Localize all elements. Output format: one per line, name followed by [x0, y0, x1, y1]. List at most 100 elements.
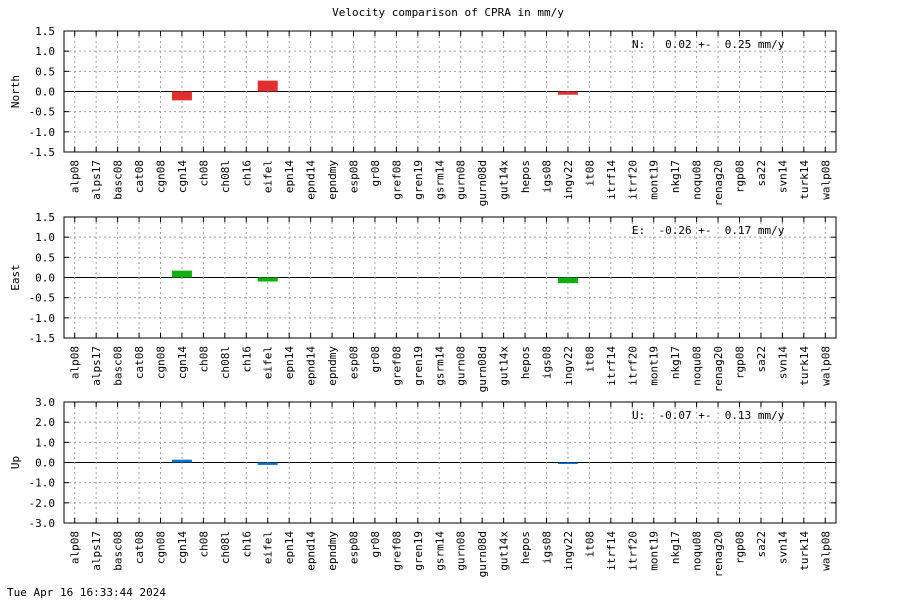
- y-tick-label: 2.0: [35, 416, 55, 429]
- x-tick-label-alp08: alp08: [69, 531, 82, 564]
- x-tick-label-ingv22: ingv22: [562, 160, 575, 200]
- x-tick-label-itrf20: itrf20: [626, 346, 639, 386]
- x-tick-label-cgn14: cgn14: [176, 346, 189, 379]
- x-tick-label-epnd14: epnd14: [305, 160, 318, 200]
- x-tick-label-esp08: esp08: [348, 531, 361, 564]
- y-tick-label: 0.5: [35, 251, 55, 264]
- x-tick-label-eifel: eifel: [262, 346, 275, 379]
- x-tick-label-renag20: renag20: [712, 346, 725, 392]
- x-tick-label-walp08: walp08: [819, 160, 832, 200]
- x-tick-label-gsrm14: gsrm14: [433, 346, 446, 386]
- x-tick-label-turk14: turk14: [798, 160, 811, 200]
- x-tick-label-gren19: gren19: [412, 160, 425, 200]
- x-tick-label-ch08l: ch08l: [219, 346, 232, 379]
- x-tick-label-nkg17: nkg17: [669, 160, 682, 193]
- bar-north-eifel: [257, 80, 278, 92]
- x-tick-label-epn14: epn14: [283, 531, 296, 564]
- plot-frame: [63, 401, 837, 524]
- x-tick-label-it08: it08: [583, 160, 596, 187]
- x-tick-label-renag20: renag20: [712, 160, 725, 206]
- x-tick-label-igs08: igs08: [541, 531, 554, 564]
- x-tick-label-gurn08d: gurn08d: [476, 160, 489, 206]
- y-tick-label: 0.0: [35, 86, 55, 99]
- x-tick-label-alp08: alp08: [69, 346, 82, 379]
- y-axis-label: East: [9, 264, 22, 291]
- x-tick-label-mont19: mont19: [648, 160, 661, 200]
- x-tick-label-gsrm14: gsrm14: [433, 531, 446, 571]
- x-tick-label-ingv22: ingv22: [562, 531, 575, 571]
- x-tick-label-hepos: hepos: [519, 160, 532, 193]
- y-tick-label: 1.0: [35, 45, 55, 58]
- x-tick-label-turk14: turk14: [798, 531, 811, 571]
- x-tick-label-sa22: sa22: [755, 346, 768, 373]
- y-tick-label: -1.5: [29, 332, 56, 345]
- x-tick-label-itrf14: itrf14: [605, 346, 618, 386]
- x-tick-label-epn14: epn14: [283, 346, 296, 379]
- bar-east-cgn14: [171, 270, 192, 278]
- x-tick-label-itrf14: itrf14: [605, 160, 618, 200]
- y-tick-label: 1.0: [35, 436, 55, 449]
- y-axis-label: Up: [9, 456, 22, 469]
- bar-up-cgn14: [171, 459, 192, 463]
- y-tick-label: 0.5: [35, 65, 55, 78]
- y-tick-label: 0.0: [35, 272, 55, 285]
- x-tick-label-gren19: gren19: [412, 531, 425, 571]
- summary-annotation: N: 0.02 +- 0.25 mm/y: [632, 38, 785, 51]
- x-tick-label-cgn14: cgn14: [176, 160, 189, 193]
- x-tick-label-rgp08: rgp08: [734, 346, 747, 379]
- x-tick-label-noqu08: noqu08: [691, 160, 704, 200]
- y-tick-label: -0.5: [29, 292, 56, 305]
- x-tick-label-gurn08d: gurn08d: [476, 346, 489, 392]
- y-tick-label: -2.0: [29, 497, 56, 510]
- x-tick-label-cgn08: cgn08: [155, 531, 168, 564]
- x-tick-label-cgn08: cgn08: [155, 346, 168, 379]
- x-tick-label-ch08l: ch08l: [219, 531, 232, 564]
- x-tick-label-gsrm14: gsrm14: [433, 160, 446, 200]
- x-tick-label-esp08: esp08: [348, 160, 361, 193]
- x-tick-label-gut14x: gut14x: [498, 346, 511, 386]
- plot-frame: [63, 30, 837, 153]
- x-tick-label-epndmy: epndmy: [326, 531, 339, 571]
- x-tick-label-walp08: walp08: [819, 531, 832, 571]
- x-tick-label-svn14: svn14: [776, 160, 789, 193]
- panel-east: 1.5 1.0 0.5 0.0 -0.5 -1.0 -1.5 alp08 alps17 basc0…: [9, 211, 837, 392]
- x-tick-label-epn14: epn14: [283, 160, 296, 193]
- x-tick-label-alps17: alps17: [90, 531, 103, 571]
- panel-up: 3.0 2.0 1.0 0.0 -1.0 -2.0 -3.0 alp08 alps17 basc0…: [9, 396, 837, 577]
- x-tick-label-ch08l: ch08l: [219, 160, 232, 193]
- x-tick-label-cgn08: cgn08: [155, 160, 168, 193]
- x-tick-label-ch08: ch08: [197, 346, 210, 373]
- y-axis-label: North: [9, 75, 22, 108]
- x-tick-label-ch16: ch16: [240, 160, 253, 187]
- x-tick-label-cgn14: cgn14: [176, 531, 189, 564]
- x-tick-label-ch08: ch08: [197, 531, 210, 558]
- x-tick-label-alps17: alps17: [90, 160, 103, 200]
- x-tick-label-gut14x: gut14x: [498, 531, 511, 571]
- x-tick-label-walp08: walp08: [819, 346, 832, 386]
- x-tick-label-gref08: gref08: [390, 346, 403, 386]
- x-tick-label-basc08: basc08: [112, 160, 125, 200]
- chart-panels: 1.5 1.0 0.5 0.0 -0.5 -1.0 -1.5 alp08 alps17 basc0…: [9, 25, 837, 577]
- x-tick-label-eifel: eifel: [262, 531, 275, 564]
- x-tick-label-cat08: cat08: [133, 346, 146, 379]
- x-tick-label-itrf14: itrf14: [605, 531, 618, 571]
- x-tick-label-esp08: esp08: [348, 346, 361, 379]
- x-tick-label-gurn08: gurn08: [455, 160, 468, 200]
- x-tick-label-gurn08d: gurn08d: [476, 531, 489, 577]
- x-tick-label-nkg17: nkg17: [669, 531, 682, 564]
- bar-up-ingv22: [557, 462, 578, 464]
- x-tick-label-alp08: alp08: [69, 160, 82, 193]
- x-tick-label-eifel: eifel: [262, 160, 275, 193]
- x-tick-label-cat08: cat08: [133, 531, 146, 564]
- x-tick-label-gr08: gr08: [369, 531, 382, 558]
- x-tick-label-gref08: gref08: [390, 160, 403, 200]
- panel-north: 1.5 1.0 0.5 0.0 -0.5 -1.0 -1.5 alp08 alps17 basc0…: [9, 25, 837, 206]
- x-tick-label-noqu08: noqu08: [691, 346, 704, 386]
- x-tick-label-nkg17: nkg17: [669, 346, 682, 379]
- bar-east-eifel: [257, 277, 278, 282]
- x-tick-label-svn14: svn14: [776, 531, 789, 564]
- bar-east-ingv22: [557, 277, 578, 284]
- x-tick-label-igs08: igs08: [541, 346, 554, 379]
- plot-frame: [63, 216, 837, 339]
